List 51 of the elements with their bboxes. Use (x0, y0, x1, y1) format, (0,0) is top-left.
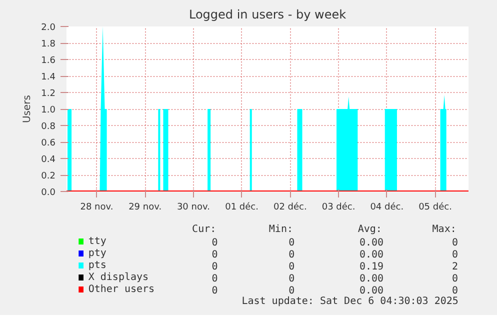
legend-label: pts (88, 260, 106, 271)
text: 0 (288, 238, 295, 248)
text: 0 (212, 238, 218, 248)
x-tick-label: 29 nov. (128, 202, 162, 212)
text: 0 (452, 274, 458, 284)
x-tick-label: 01 déc. (225, 202, 258, 212)
y-tick-label: 1.8 (41, 40, 56, 50)
legend-label: X displays (88, 272, 149, 283)
text: 0.00 (359, 286, 384, 296)
x-tick-label: 30 nov. (176, 202, 210, 212)
y-tick-label: 0.6 (41, 138, 56, 148)
text: 0.00 (359, 238, 384, 248)
x-tick-label: 04 déc. (370, 202, 404, 212)
text: Avg: (358, 224, 382, 235)
chart-title: Logged in users - by week (188, 8, 346, 22)
text: 0 (288, 286, 295, 296)
legend-label: pty (88, 248, 106, 259)
text: 0.00 (359, 274, 384, 284)
text: 0 (212, 274, 218, 284)
text: 2 (452, 262, 458, 272)
text: 0 (288, 274, 295, 284)
y-tick-label: 1.2 (41, 89, 56, 99)
y-tick-label: 1.0 (41, 106, 56, 116)
text: Min: (268, 224, 293, 235)
y-tick-label: 0.4 (41, 155, 56, 165)
y-tick-label: 0.8 (41, 122, 56, 132)
legend-label: tty (88, 236, 106, 247)
y-tick-label: 2.0 (41, 23, 56, 33)
x-tick-label: 05 déc. (418, 202, 452, 212)
text: 0 (452, 286, 458, 296)
x-tick-label: 02 déc. (273, 202, 307, 212)
text: 0 (452, 238, 458, 248)
x-tick-label: 03 déc. (322, 202, 356, 212)
y-axis-title: Users (22, 94, 34, 123)
text: 0 (288, 262, 295, 272)
text: 0 (452, 250, 458, 260)
text: 0 (212, 262, 218, 272)
legend-label: Other users (88, 284, 155, 295)
y-tick-label: 0.0 (41, 188, 56, 198)
y-tick-label: 0.2 (41, 172, 56, 182)
y-tick-label: 1.4 (41, 72, 56, 82)
text: Cur: (192, 224, 216, 235)
text: 0.00 (359, 250, 384, 260)
text: 0 (212, 286, 218, 296)
text: 0.19 (359, 262, 384, 272)
text: Last update: Sat Dec 6 04:30:03 2025 (242, 296, 458, 307)
x-tick-label: 28 nov. (80, 202, 114, 212)
text: Max: (432, 224, 456, 235)
y-tick-label: 1.6 (41, 56, 56, 66)
text: 0 (288, 250, 295, 260)
text: 0 (212, 250, 218, 260)
